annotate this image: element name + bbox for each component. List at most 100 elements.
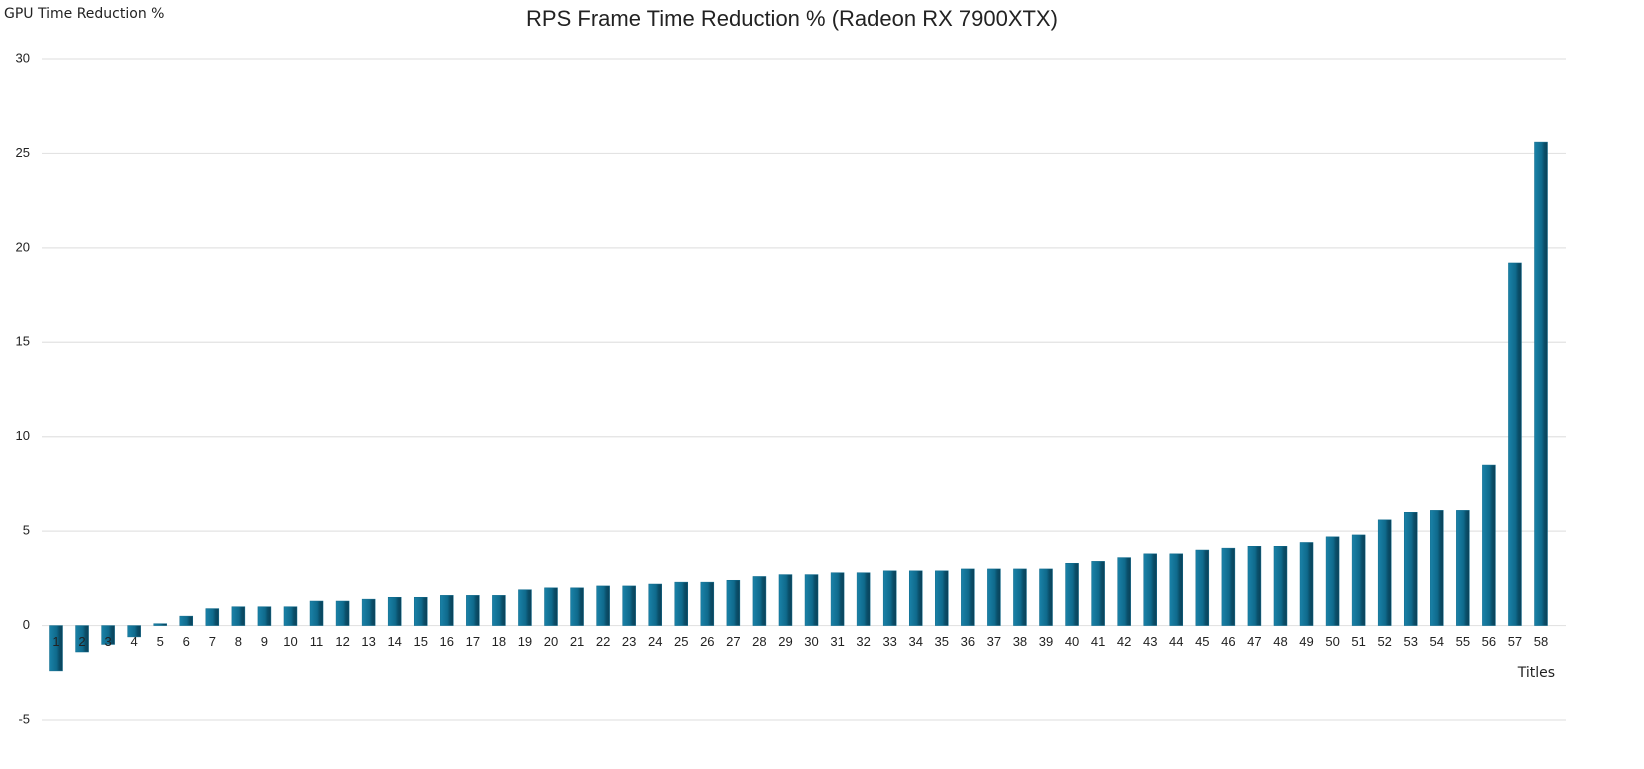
x-tick-label: 34 (909, 634, 923, 649)
x-tick-label: 17 (466, 634, 480, 649)
bar (205, 608, 220, 626)
bar (908, 570, 923, 626)
bar (570, 587, 584, 626)
y-tick-label: 5 (23, 523, 30, 538)
x-tick-label: 2 (78, 634, 85, 649)
x-tick-label: 54 (1430, 634, 1444, 649)
bar (75, 625, 89, 653)
bar (1403, 512, 1418, 626)
bar (1273, 546, 1288, 626)
x-tick-label: 32 (856, 634, 870, 649)
bar (127, 625, 141, 638)
bar (1377, 519, 1392, 626)
bar (1299, 542, 1314, 626)
bar (466, 595, 480, 626)
bar (804, 574, 819, 626)
x-tick-label: 12 (335, 634, 349, 649)
bar (935, 570, 949, 626)
x-tick-label: 33 (882, 634, 896, 649)
x-tick-label: 41 (1091, 634, 1105, 649)
x-tick-label: 38 (1013, 634, 1027, 649)
x-tick-label: 11 (310, 634, 324, 649)
x-tick-label: 58 (1534, 634, 1548, 649)
x-tick-label: 27 (726, 634, 740, 649)
bar (153, 623, 167, 626)
x-tick-label: 10 (283, 634, 297, 649)
x-tick-label: 43 (1143, 634, 1157, 649)
x-tick-label: 45 (1195, 634, 1209, 649)
x-tick-label: 48 (1273, 634, 1287, 649)
bar (700, 581, 715, 626)
x-tick-label: 6 (183, 634, 190, 649)
bar (1091, 561, 1105, 626)
x-tick-label: 40 (1065, 634, 1079, 649)
bar (674, 581, 689, 626)
x-tick-label: 31 (830, 634, 844, 649)
x-tick-label: 28 (752, 634, 766, 649)
x-tick-label: 21 (570, 634, 584, 649)
x-tick-label: 53 (1404, 634, 1418, 649)
x-tick-label: 9 (261, 634, 268, 649)
x-tick-label: 7 (209, 634, 216, 649)
x-tick-label: 18 (492, 634, 506, 649)
x-tick-label: 39 (1039, 634, 1053, 649)
bar (1065, 562, 1079, 626)
bar (1508, 262, 1522, 626)
x-tick-label: 47 (1247, 634, 1261, 649)
bar (361, 598, 376, 626)
bar (1143, 553, 1157, 626)
bar (987, 568, 1001, 626)
x-tick-label: 56 (1482, 634, 1496, 649)
bar (1456, 510, 1470, 626)
x-tick-label: 50 (1325, 634, 1339, 649)
y-tick-label: -5 (18, 711, 30, 726)
y-axis-title: GPU Time Reduction % (4, 6, 164, 22)
y-tick-label: 20 (16, 239, 30, 254)
x-tick-label: 24 (648, 634, 662, 649)
x-tick-label: 1 (52, 634, 59, 649)
bar (1482, 464, 1496, 626)
bar (1325, 536, 1340, 626)
bar (413, 596, 428, 626)
y-tick-label: 0 (23, 617, 30, 632)
bar (1195, 549, 1210, 626)
bar (1039, 568, 1053, 626)
x-tick-label: 13 (361, 634, 375, 649)
bar (1534, 141, 1548, 626)
x-tick-label: 44 (1169, 634, 1183, 649)
x-axis-title: Titles (1517, 665, 1555, 681)
x-tick-label: 25 (674, 634, 688, 649)
bar (596, 585, 610, 626)
x-tick-label: 30 (804, 634, 818, 649)
x-tick-label: 29 (778, 634, 792, 649)
x-tick-label: 20 (544, 634, 558, 649)
x-tick-label: 26 (700, 634, 714, 649)
x-tick-label: 55 (1456, 634, 1470, 649)
bar (335, 600, 350, 626)
y-tick-label: 10 (16, 428, 30, 443)
x-tick-label: 16 (440, 634, 454, 649)
y-tick-label: 30 (16, 50, 30, 65)
x-tick-label: 15 (414, 634, 428, 649)
bar (726, 579, 741, 626)
x-tick-label: 49 (1299, 634, 1313, 649)
bar (1169, 553, 1184, 626)
bar (257, 606, 272, 626)
x-tick-label: 5 (157, 634, 164, 649)
bar (231, 606, 246, 626)
bar (101, 625, 115, 645)
y-tick-label: 25 (16, 145, 30, 160)
x-tick-label: 51 (1351, 634, 1365, 649)
x-tick-label: 3 (104, 634, 111, 649)
bar (856, 572, 871, 626)
bar (1013, 568, 1027, 626)
bar (309, 600, 324, 626)
x-tick-label: 22 (596, 634, 610, 649)
bar (830, 572, 845, 626)
bar (283, 606, 298, 626)
x-tick-label: 37 (987, 634, 1001, 649)
x-tick-label: 46 (1221, 634, 1235, 649)
bar (961, 568, 975, 626)
